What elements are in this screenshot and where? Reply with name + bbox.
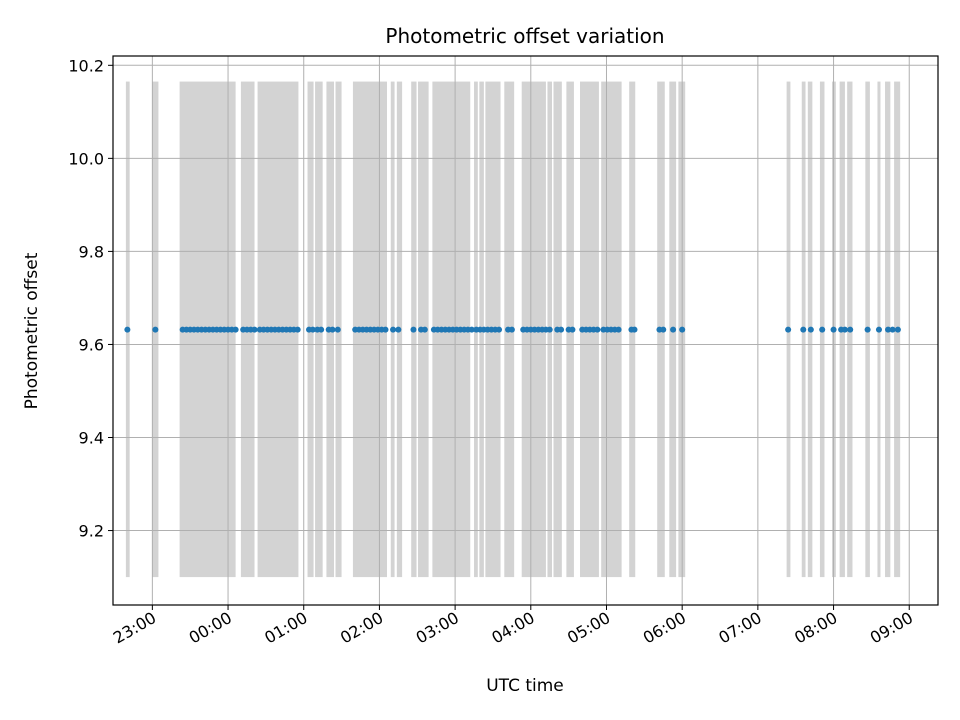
data-point (421, 326, 428, 333)
y-axis: 9.2 9.4 9.6 9.8 10.0 10.2 (68, 56, 113, 541)
data-point (830, 326, 837, 333)
data-point (232, 326, 239, 333)
data-point (496, 326, 503, 333)
data-point (294, 326, 301, 333)
data-point (251, 326, 258, 333)
data-point (894, 326, 901, 333)
data-point (660, 326, 667, 333)
grid-layer (113, 56, 938, 605)
data-point (889, 326, 896, 333)
points-layer (124, 326, 901, 333)
data-point (318, 326, 325, 333)
data-point (569, 326, 576, 333)
data-point (395, 326, 402, 333)
data-point (885, 326, 892, 333)
x-axis-title: UTC time (486, 676, 564, 696)
data-point (334, 326, 341, 333)
data-point (875, 326, 882, 333)
y-tick-label: 9.2 (79, 522, 104, 541)
data-point (410, 326, 417, 333)
data-point (382, 326, 389, 333)
data-point (847, 326, 854, 333)
data-point (546, 326, 553, 333)
data-point (390, 326, 397, 333)
plot-frame (112, 55, 939, 606)
chart-title: Photometric offset variation (385, 24, 664, 48)
y-tick-label: 9.6 (79, 335, 104, 354)
data-point (679, 326, 686, 333)
y-tick-label: 9.8 (79, 242, 104, 261)
data-point (841, 326, 848, 333)
data-point (819, 326, 826, 333)
data-point (309, 326, 316, 333)
data-point (631, 326, 638, 333)
data-point (807, 326, 814, 333)
y-tick-label: 10.2 (68, 56, 104, 75)
y-tick-label: 9.4 (79, 429, 104, 448)
data-point (800, 326, 807, 333)
data-point (785, 326, 792, 333)
data-point (670, 326, 677, 333)
y-axis-title: Photometric offset (22, 252, 42, 409)
data-point (508, 326, 515, 333)
data-point (329, 326, 336, 333)
data-point (615, 326, 622, 333)
data-point (594, 326, 601, 333)
data-point (124, 326, 131, 333)
data-point (152, 326, 159, 333)
data-point (468, 326, 475, 333)
y-tick-label: 10.0 (68, 149, 104, 168)
data-point (558, 326, 565, 333)
data-point (864, 326, 871, 333)
